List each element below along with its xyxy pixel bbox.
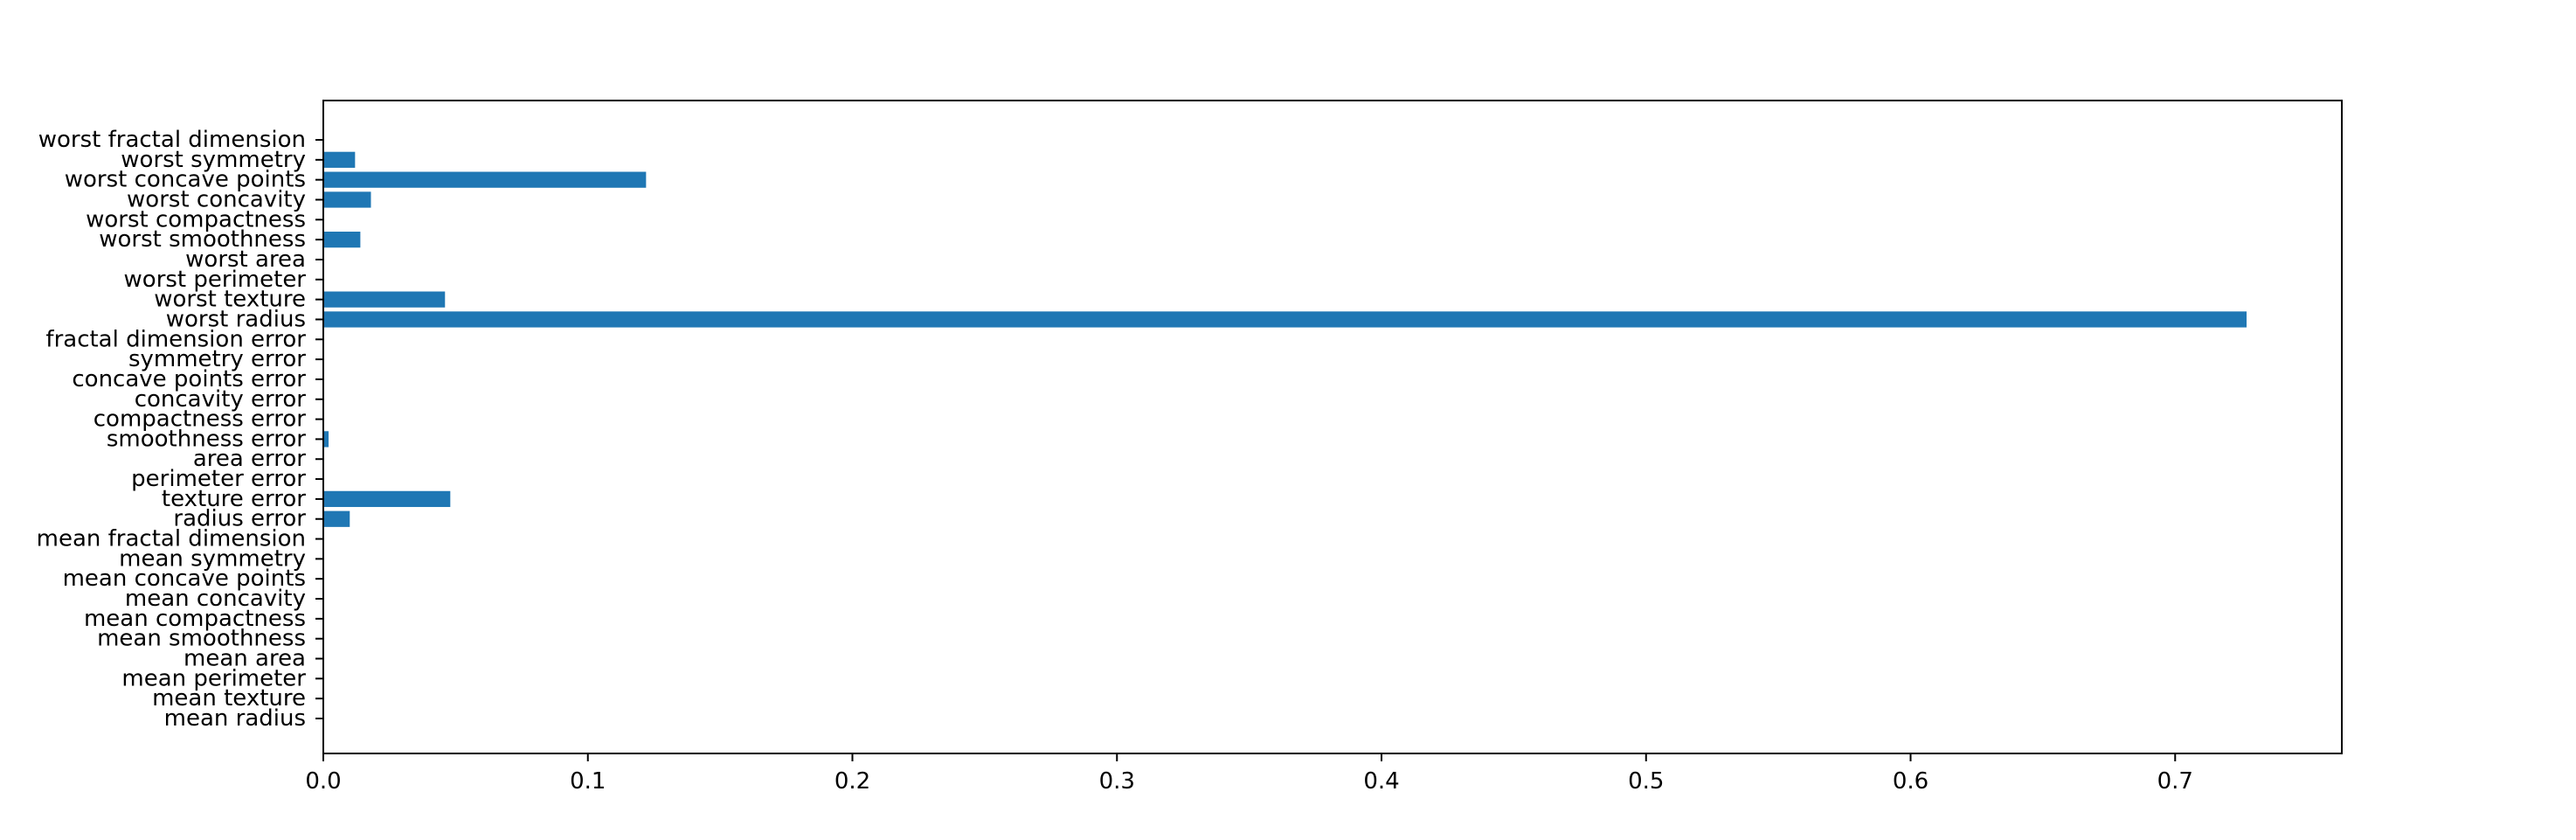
x-tick-label: 0.3 (1099, 768, 1135, 795)
y-tick-label-fractal-dimension-error: fractal dimension error (45, 326, 306, 352)
x-tick-label: 0.5 (1628, 768, 1664, 795)
y-tick-label-worst-concave-points: worst concave points (65, 167, 306, 193)
bar-texture-error (323, 490, 451, 508)
y-tick-label-mean-symmetry: mean symmetry (119, 545, 306, 572)
y-tick-label-mean-radius: mean radius (164, 705, 306, 732)
y-tick-label-symmetry-error: symmetry error (128, 346, 306, 372)
y-tick-label-area-error: area error (193, 446, 306, 472)
x-tick-label: 0.1 (570, 768, 606, 795)
y-tick-label-mean-perimeter: mean perimeter (121, 665, 306, 691)
y-tick-label-worst-concavity: worst concavity (127, 186, 306, 212)
plot-area-frame (322, 100, 2343, 754)
y-tick-label-mean-concave-points: mean concave points (63, 566, 306, 592)
y-tick-label-worst-area: worst area (185, 246, 306, 273)
y-tick-label-worst-symmetry: worst symmetry (121, 147, 306, 173)
y-tick-label-concave-points-error: concave points error (72, 366, 306, 392)
y-tick-label-mean-compactness: mean compactness (84, 606, 306, 632)
y-tick-label-smoothness-error: smoothness error (107, 426, 306, 452)
bar-worst-symmetry (323, 151, 356, 168)
y-tick-label-worst-compactness: worst compactness (86, 206, 306, 233)
y-tick-label-compactness-error: compactness error (93, 406, 307, 433)
x-tick-label: 0.2 (834, 768, 870, 795)
y-tick-label-worst-texture: worst texture (154, 287, 306, 313)
bar-worst-concavity (323, 191, 371, 208)
bar-radius-error (323, 510, 350, 527)
x-tick-label: 0.7 (2157, 768, 2193, 795)
y-tick-label-perimeter-error: perimeter error (131, 466, 306, 492)
y-tick-label-worst-perimeter: worst perimeter (124, 267, 307, 293)
bar-worst-texture (323, 291, 446, 308)
x-tick-label: 0.0 (305, 768, 341, 795)
y-tick-label-mean-concavity: mean concavity (125, 586, 306, 612)
y-tick-label-concavity-error: concavity error (135, 386, 307, 413)
x-ticks: 0.0 0.1 0.2 0.3 0.4 0.5 0.6 0.7 (305, 753, 2193, 795)
x-tick-label: 0.6 (1893, 768, 1929, 795)
y-tick-label-worst-radius: worst radius (166, 306, 306, 332)
y-tick-label-mean-smoothness: mean smoothness (97, 626, 306, 652)
y-tick-label-worst-smoothness: worst smoothness (99, 226, 306, 253)
y-tick-label-worst-fractal-dimension: worst fractal dimension (38, 127, 306, 153)
y-tick-label-mean-fractal-dimension: mean fractal dimension (37, 526, 306, 552)
bar-worst-radius (323, 311, 2247, 328)
bar-smoothness-error (323, 431, 329, 448)
y-tick-label-mean-texture: mean texture (152, 685, 306, 712)
y-tick-label-texture-error: texture error (162, 486, 306, 512)
y-tick-label-mean-area: mean area (184, 646, 306, 672)
x-tick-label: 0.4 (1363, 768, 1399, 795)
bar-worst-smoothness (323, 232, 361, 248)
bar-worst-concave-points (323, 171, 647, 188)
y-tick-label-radius-error: radius error (173, 506, 306, 532)
bars-group (323, 151, 2247, 527)
